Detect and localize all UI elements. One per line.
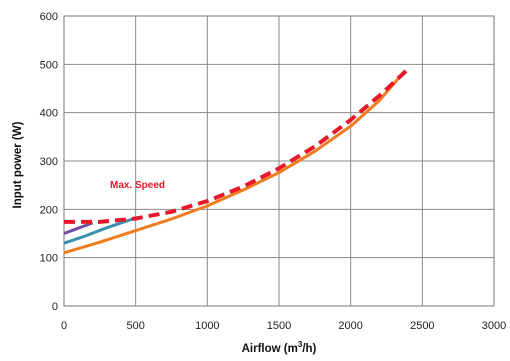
series-line-2 [63,216,137,245]
y-tick-label: 600 [40,11,58,23]
y-tick-label: 300 [40,156,58,168]
y-axis-title: Input power (W) [12,121,24,208]
x-axis-title-superscript: 3 [298,340,303,349]
series-line-4 [64,67,410,224]
y-tick-label: 400 [40,108,58,120]
x-tick-label: 3000 [482,320,506,332]
series-group [63,67,410,255]
series-line-1 [63,69,407,255]
plot-frame [63,15,495,307]
max-speed-annotation: Max. Speed [110,180,165,191]
gridlines [63,15,495,307]
y-tick-label: 100 [40,253,58,265]
x-tick-label: 1500 [267,320,291,332]
x-tick-label: 2500 [410,320,434,332]
x-tick-label: 1000 [195,320,219,332]
x-tick-labels: 0 500 1000 1500 2000 2500 3000 [61,320,506,332]
series-line-3 [63,221,94,235]
y-tick-labels: 0 100 200 300 400 500 600 [40,11,58,313]
x-axis-title-main: Airflow (m [242,343,298,355]
x-tick-label: 500 [126,320,144,332]
x-axis-title-tail: /h) [302,343,316,355]
x-tick-label: 2000 [338,320,362,332]
y-tick-label: 200 [40,204,58,216]
x-tick-label: 0 [61,320,67,332]
y-tick-label: 0 [52,301,58,313]
x-axis-title: Airflow (m3/h) [242,340,317,355]
y-tick-label: 500 [40,59,58,71]
